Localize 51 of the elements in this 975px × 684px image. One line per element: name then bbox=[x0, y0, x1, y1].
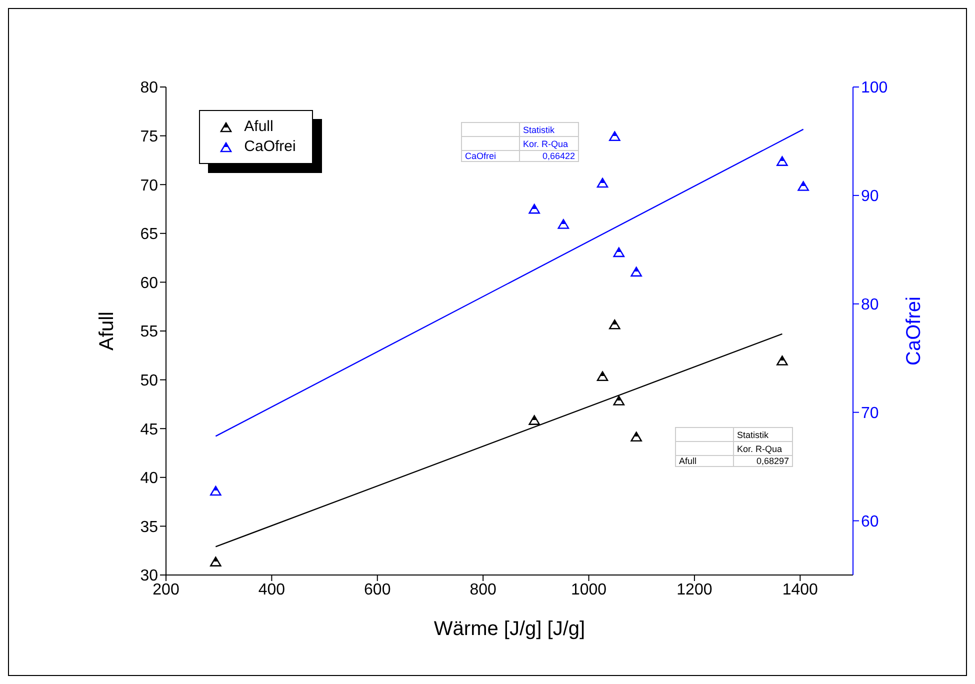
y2-tick-label: 100 bbox=[861, 80, 888, 97]
annotation: Statistik bbox=[520, 122, 578, 136]
x-tick-label: 600 bbox=[364, 581, 391, 598]
y-tick-label: 50 bbox=[140, 372, 158, 390]
annotation: CaOfrei bbox=[462, 150, 520, 162]
y2-tick-label: 90 bbox=[861, 188, 879, 206]
annotation: 0,66422 bbox=[520, 150, 578, 162]
point bbox=[596, 178, 608, 188]
x-tick-label: 800 bbox=[470, 581, 497, 598]
x-tick-label: 1000 bbox=[570, 581, 607, 598]
x-tick-label: 1400 bbox=[782, 581, 818, 598]
point bbox=[596, 371, 608, 382]
annotation: Kor. R-Qua bbox=[734, 442, 792, 456]
legend-label: Afull bbox=[244, 118, 274, 135]
y-tick-label: 70 bbox=[140, 177, 158, 194]
point bbox=[558, 219, 570, 229]
annotation: Statistik bbox=[734, 428, 792, 442]
y-tick-label: 80 bbox=[140, 80, 158, 97]
point bbox=[776, 156, 788, 166]
point bbox=[528, 204, 540, 214]
x-tick-label: 1200 bbox=[676, 581, 712, 598]
y-tick-label: 60 bbox=[140, 274, 158, 292]
x-tick-label: 400 bbox=[258, 581, 286, 598]
y-tick-label: 35 bbox=[140, 518, 158, 536]
annotation: Kor. R-Qua bbox=[520, 136, 578, 150]
x-axis-title: Wärme [J/g] [J/g] bbox=[434, 618, 586, 640]
point bbox=[776, 356, 788, 366]
point bbox=[609, 319, 620, 330]
y-tick-label: 75 bbox=[140, 128, 158, 146]
point bbox=[630, 266, 642, 277]
point bbox=[613, 247, 625, 258]
point bbox=[798, 181, 809, 191]
y-tick-label: 65 bbox=[140, 226, 158, 244]
point bbox=[630, 432, 642, 442]
point bbox=[210, 486, 222, 496]
y-tick-label: 45 bbox=[140, 421, 158, 438]
point bbox=[609, 131, 620, 142]
point bbox=[613, 396, 625, 406]
point bbox=[210, 556, 222, 566]
annotation: Afull bbox=[676, 456, 734, 466]
y-tick-label: 55 bbox=[140, 324, 158, 341]
legend-label: CaOfrei bbox=[244, 138, 296, 155]
point bbox=[528, 415, 540, 425]
annotation: 0,68297 bbox=[734, 456, 792, 466]
y-tick-label: 40 bbox=[140, 470, 158, 488]
y2-axis-title: CaOfrei bbox=[903, 296, 926, 366]
y-axis-title: Afull bbox=[96, 312, 118, 350]
y2-tick-label: 60 bbox=[861, 513, 879, 530]
y2-tick-label: 80 bbox=[861, 296, 879, 314]
x-tick-label: 200 bbox=[152, 581, 180, 598]
y2-tick-label: 70 bbox=[861, 405, 879, 422]
